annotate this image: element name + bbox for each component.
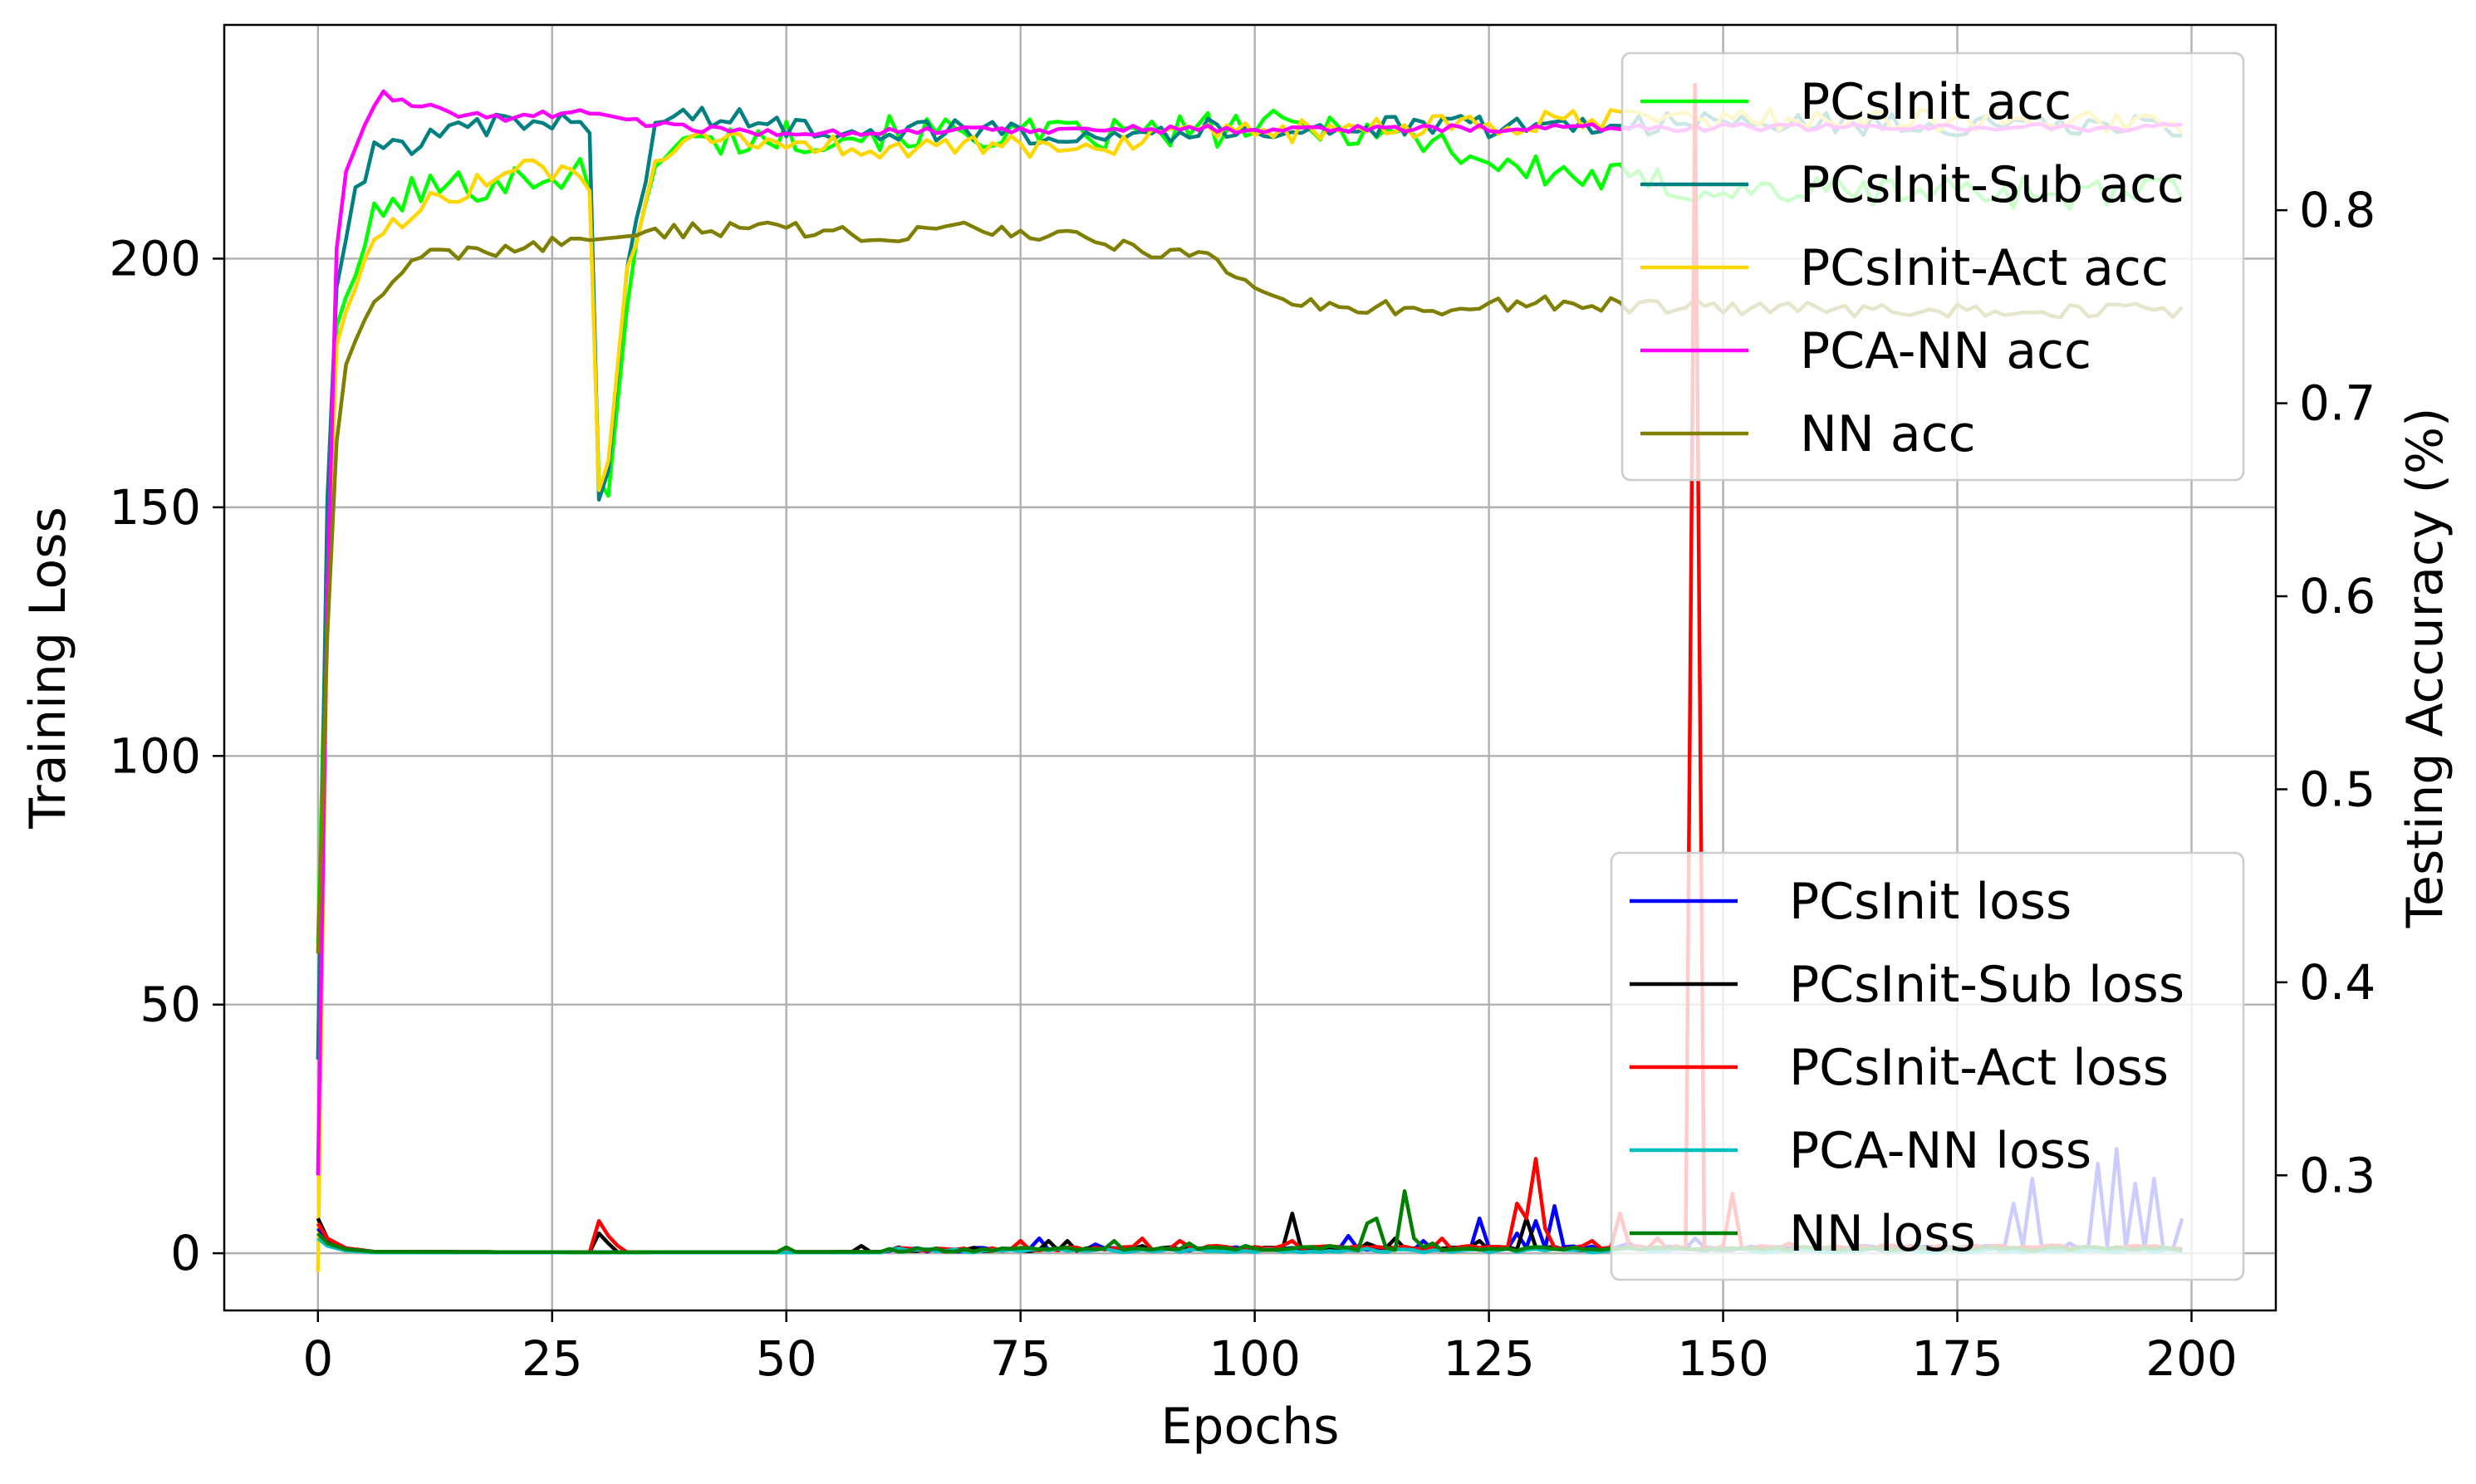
y-tick-label-right: 0.7 [2299,375,2375,432]
x-tick-label: 175 [1911,1330,2003,1387]
legend-label: PCA-NN acc [1800,322,2091,380]
legend-accuracy: PCsInit acc PCsInit-Sub acc PCsInit-Act ac… [1620,51,2245,482]
x-tick-label: 0 [302,1330,333,1387]
x-tick-label: 75 [990,1330,1052,1387]
legend-box [1620,51,2245,482]
legend-label: NN acc [1800,405,1976,463]
y-tick-label-left: 50 [140,977,201,1033]
x-tick-label: 200 [2145,1330,2238,1387]
x-tick-label: 25 [522,1330,583,1387]
y-axis-label-left: Training Loss [19,507,77,829]
x-tick-label: 100 [1209,1330,1301,1387]
x-axis-label: Epochs [1161,1398,1340,1456]
y-tick-label-left: 100 [109,727,201,784]
legend-loss: PCsInit loss PCsInit-Sub loss PCsInit-Act … [1610,851,2245,1281]
y-tick-label-left: 150 [109,479,201,536]
legend-label: PCsInit-Sub loss [1789,956,2184,1014]
x-tick-label: 150 [1677,1330,1769,1387]
y-axis-label-right: Testing Accuracy (%) [2396,408,2454,929]
legend-box [1610,851,2245,1281]
y-tick-label-right: 0.4 [2299,954,2375,1011]
y-tick-label-left: 0 [170,1225,201,1281]
y-tick-label-right: 0.6 [2299,568,2375,624]
legend-label: PCsInit-Act loss [1789,1039,2169,1097]
legend-label: PCsInit acc [1800,73,2072,131]
x-tick-label: 125 [1443,1330,1535,1387]
legend-label: PCsInit-Act acc [1800,239,2169,297]
ticks: 0 25 50 75 100 125 150 175 200 0 50 100 150 200 0.3 0.4… [109,182,2375,1387]
legend-label: PCsInit-Sub acc [1800,156,2184,214]
x-tick-label: 50 [756,1330,817,1387]
y-tick-label-right: 0.3 [2299,1147,2375,1203]
legend-label: PCA-NN loss [1789,1122,2091,1180]
y-tick-label-right: 0.5 [2299,761,2375,817]
legend-label: PCsInit loss [1789,873,2072,931]
legend-label: NN loss [1789,1205,1976,1263]
y-tick-label-left: 200 [109,230,201,287]
y-tick-label-right: 0.8 [2299,182,2375,238]
plot-frame [223,23,2277,1312]
